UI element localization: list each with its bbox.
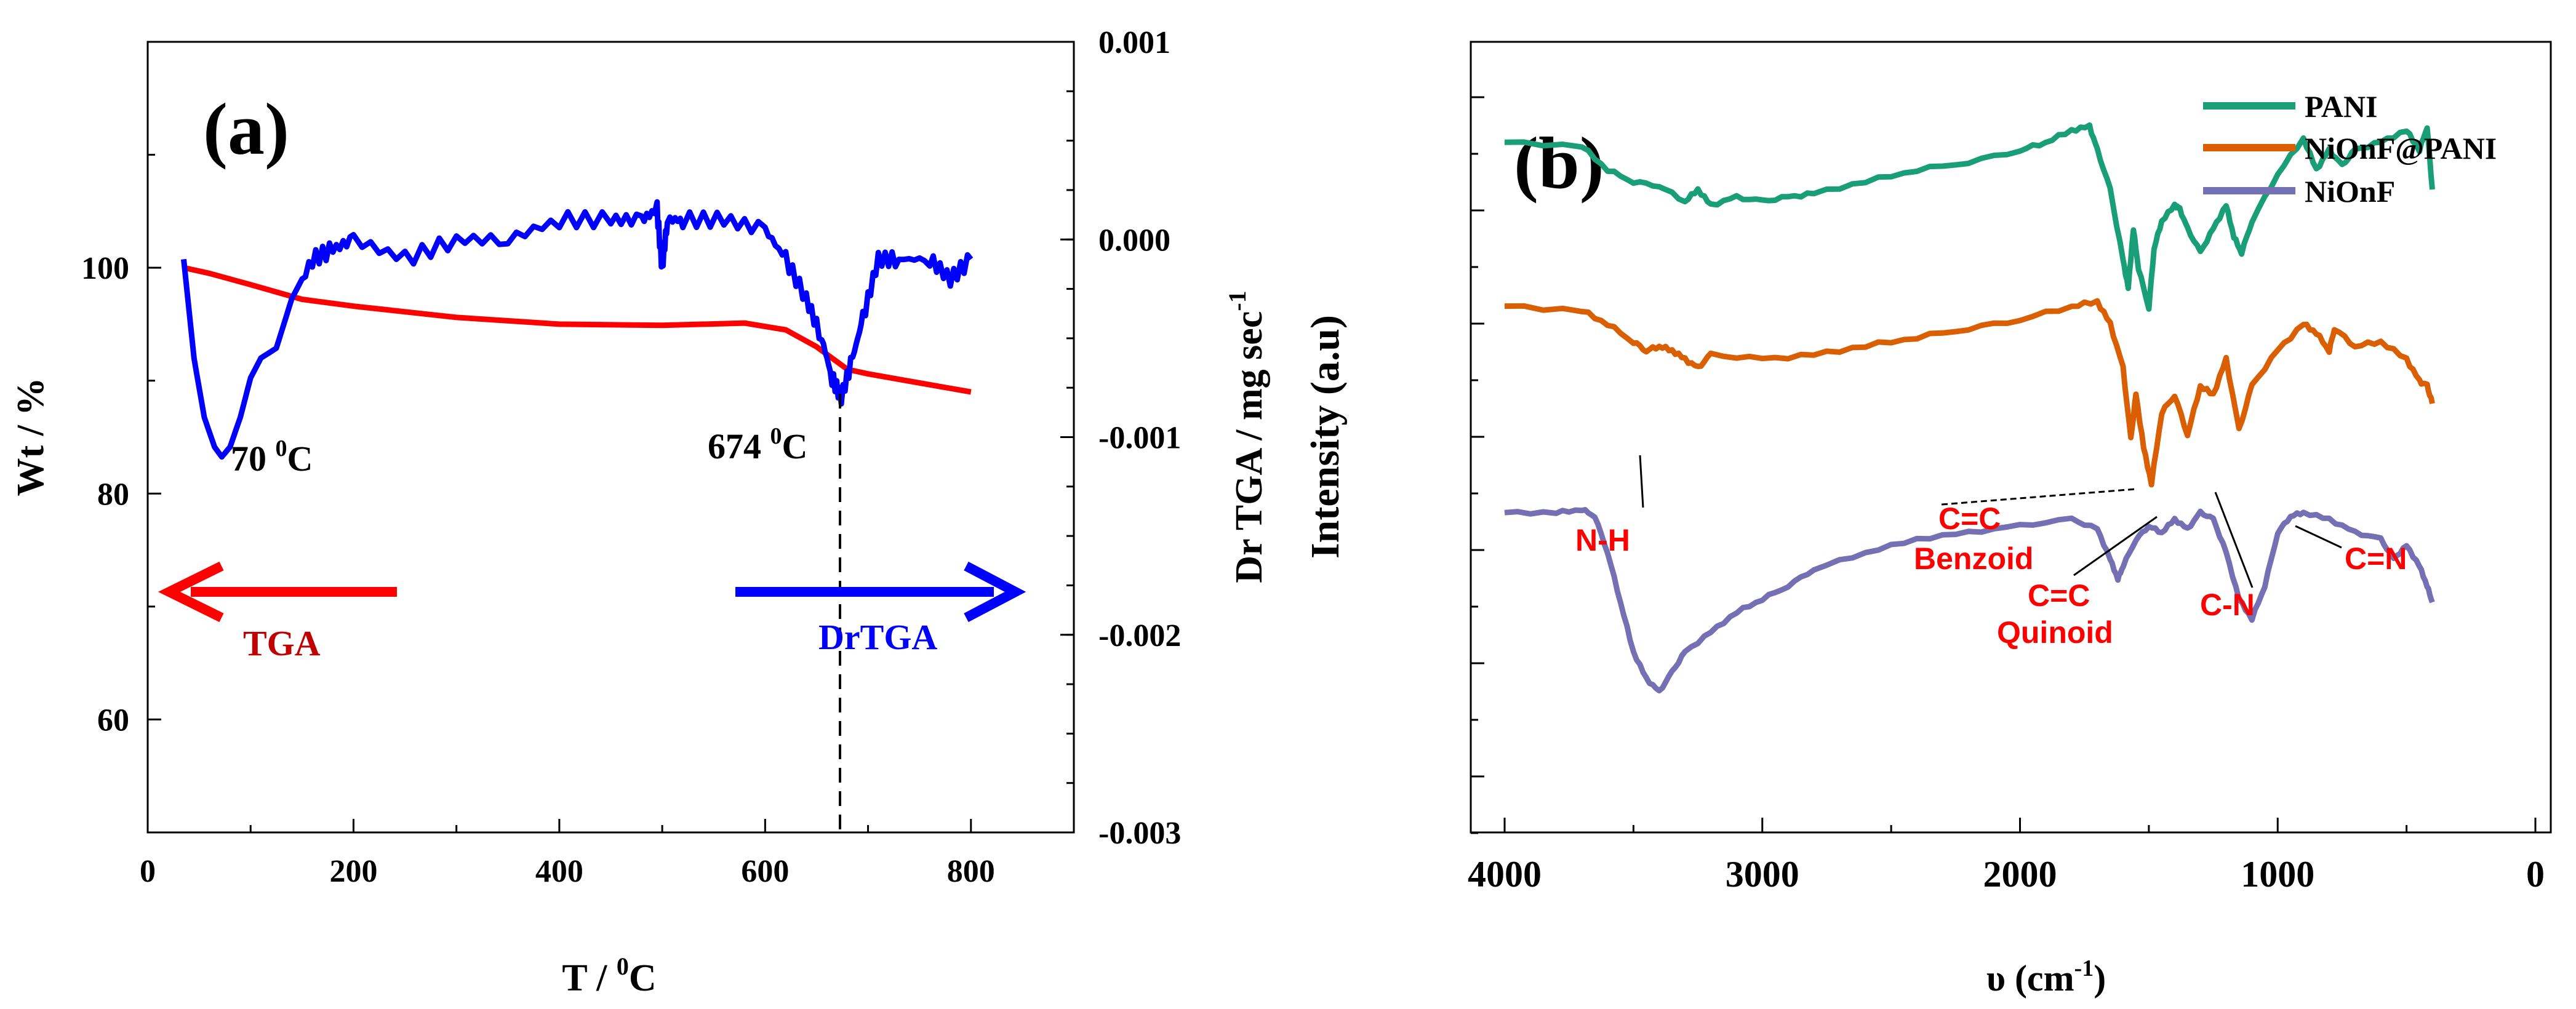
b-x-tick-label: 4000 — [1468, 854, 1542, 895]
c-eq-n-pointer — [2295, 525, 2342, 549]
legend: PANI NiOnF@PANI NiOnF — [2203, 89, 2497, 209]
panel-b-tag: (b) — [1514, 122, 1604, 204]
drtga-label: DrTGA — [818, 617, 937, 657]
annotation-cn: C-N — [2200, 588, 2255, 622]
tga-arrow — [158, 561, 397, 623]
annotation-c-eq-n: C=N — [2345, 541, 2407, 576]
panel-a-x-axis-label: T / 0C — [562, 952, 656, 999]
a-x-tick-label: 600 — [741, 854, 789, 889]
a-y-right-tick-label: -0.003 — [1098, 816, 1181, 851]
panel-b-x-axis-label: υ (cm-1) — [1986, 955, 2106, 999]
annotation-cc-benzoid-1: C=C — [1938, 501, 2001, 536]
series-line-tga — [183, 265, 972, 395]
annotation-peak-674: 674 0C — [708, 423, 807, 466]
legend-label-nionf: NiOnF — [2305, 174, 2395, 209]
a-y-left-tick-label: 100 — [81, 251, 129, 286]
b-x-tick-label: 2000 — [1983, 854, 2057, 895]
series-line-nionf — [1504, 507, 2435, 694]
series-line-pani — [1504, 122, 2435, 312]
b-x-tick-label: 3000 — [1726, 854, 1799, 895]
a-y-left-tick-label: 60 — [97, 703, 129, 738]
series-line-drtga — [181, 199, 974, 460]
legend-label-nionf-pani: NiOnF@PANI — [2305, 131, 2497, 166]
a-y-right-tick-label: 0.000 — [1098, 223, 1170, 258]
tga-label: TGA — [243, 623, 321, 663]
a-x-tick-label: 0 — [140, 854, 156, 889]
legend-label-pani: PANI — [2305, 89, 2378, 124]
annotation-nh: N-H — [1575, 523, 1630, 557]
panel-b: (b) 4000 3000 2000 1000 0 υ (cm-1) Intensity… — [1303, 41, 2552, 999]
annotation-cc-quinoid-1: C=C — [2028, 578, 2090, 613]
panel-a-left-y-axis-label: Wt / % — [10, 378, 52, 497]
annotation-cc-quinoid-2: Quinoid — [1997, 615, 2113, 650]
cc-quinoid-pointer — [2073, 516, 2158, 576]
a-x-tick-label: 200 — [329, 854, 377, 889]
a-y-left-tick-label: 80 — [97, 477, 129, 512]
cc-benzoid-pointer — [1941, 488, 2136, 506]
b-x-tick-label: 1000 — [2241, 854, 2314, 895]
panel-a-tag: (a) — [203, 88, 289, 170]
annotation-peak-70: 70 0C — [231, 436, 313, 479]
panel-a: (a) 0 200 400 600 800 60 80 100 0.001 0.000 -0.0… — [10, 25, 1270, 999]
panel-b-y-axis-label: Intensity (a.u) — [1303, 315, 1348, 559]
series-line-nionf-pani — [1504, 298, 2435, 488]
a-y-right-tick-label: 0.001 — [1098, 25, 1170, 60]
a-x-tick-label: 400 — [535, 854, 583, 889]
a-y-right-tick-label: -0.002 — [1098, 618, 1181, 653]
a-x-tick-label: 800 — [947, 854, 995, 889]
drtga-arrow — [735, 561, 1026, 623]
nh-pointer — [1639, 455, 1644, 508]
b-x-tick-label: 0 — [2526, 854, 2545, 895]
a-y-right-tick-label: -0.001 — [1098, 421, 1181, 456]
cn-pointer — [2214, 492, 2254, 588]
annotation-cc-benzoid-2: Benzoid — [1914, 541, 2033, 576]
panel-a-right-y-axis-label: Dr TGA / mg sec-1 — [1223, 290, 1270, 583]
